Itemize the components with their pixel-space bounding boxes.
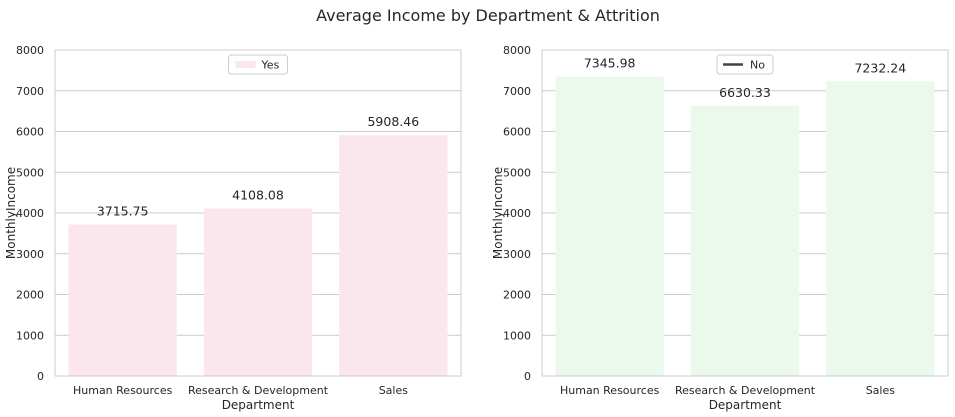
y-tick-label: 5000 [503, 166, 531, 179]
bar [68, 224, 177, 376]
bar-value-label: 7232.24 [854, 60, 906, 75]
y-tick-label: 1000 [503, 329, 531, 342]
chart-panel-no: 0 1000 2000 3000 4000 5000 6000 7000 8000 7345.98… [491, 44, 949, 412]
legend-box [228, 54, 288, 75]
bar [826, 81, 935, 376]
x-tick-label: Sales [866, 384, 896, 397]
bar-value-label: 6630.33 [719, 85, 771, 100]
x-tick-label: Research & Development [188, 384, 329, 397]
y-tick-label: 2000 [16, 289, 44, 302]
figure-title: Average Income by Department & Attrition [316, 6, 660, 25]
x-tick-label: Human Resources [560, 384, 660, 397]
y-tick-label: 0 [37, 370, 44, 383]
y-tick-label: 6000 [503, 126, 531, 139]
x-tick-label: Human Resources [73, 384, 173, 397]
legend-box [716, 54, 774, 75]
bar [555, 76, 664, 377]
y-tick-label: 1000 [16, 329, 44, 342]
bar-value-label: 4108.08 [232, 188, 284, 203]
y-tick-label: 4000 [503, 207, 531, 220]
y-tick-label: 4000 [16, 207, 44, 220]
y-axis-label: MonthlyIncome [491, 167, 505, 259]
y-tick-label: 6000 [16, 126, 44, 139]
axes-frame [54, 49, 462, 377]
y-tick-label: 3000 [16, 248, 44, 261]
chart-panel-yes: 0 1000 2000 3000 4000 5000 6000 7000 8000 3715.75… [4, 44, 462, 412]
y-tick-label: 7000 [503, 85, 531, 98]
y-tick-label: 8000 [16, 44, 44, 57]
legend-swatch [235, 61, 256, 68]
bar [690, 105, 800, 376]
bar-value-label: 3715.75 [97, 204, 149, 219]
legend: No [716, 54, 774, 75]
y-tick-label: 7000 [16, 85, 44, 98]
bar-value-label: 5908.46 [367, 114, 419, 129]
x-tick-label: Sales [379, 384, 409, 397]
bar-value-label: 7345.98 [584, 56, 636, 71]
y-tick-label: 2000 [503, 289, 531, 302]
y-tick-label: 3000 [503, 248, 531, 261]
x-axis-label: Department [222, 398, 295, 412]
x-tick-label: Research & Development [675, 384, 816, 397]
legend-label: No [750, 59, 765, 72]
y-axis-label: MonthlyIncome [4, 167, 18, 259]
bar [203, 208, 313, 376]
legend: Yes [228, 54, 288, 75]
y-tick-label: 8000 [503, 44, 531, 57]
x-axis-label: Department [709, 398, 782, 412]
bar [339, 135, 448, 376]
legend-label: Yes [261, 59, 280, 72]
y-tick-label: 0 [524, 370, 531, 383]
axes-frame [541, 49, 949, 377]
y-tick-label: 5000 [16, 166, 44, 179]
